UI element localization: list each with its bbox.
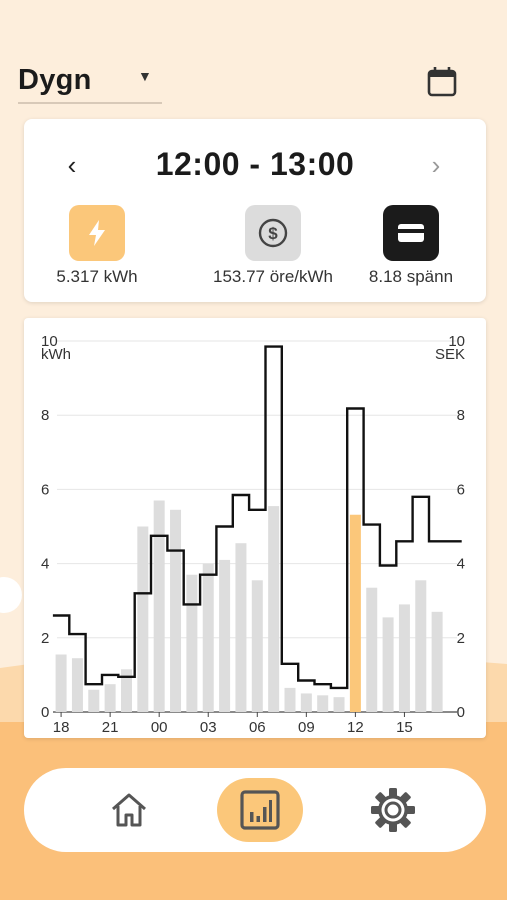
consumption-bar (415, 580, 427, 712)
nav-statistics-button[interactable] (217, 778, 303, 842)
gear-icon (371, 788, 415, 832)
x-tick-label: 12 (347, 719, 364, 736)
chart-card: kWh SEK 0 0 2 2 4 4 6 6 8 8 10 10 18 21 00 03 06 09 12 15 (24, 318, 486, 738)
consumption-bar (186, 574, 198, 712)
x-tick-label: 03 (200, 719, 217, 736)
bottom-navigation (24, 768, 486, 852)
consumption-bar (251, 580, 263, 712)
dollar-coin-icon: $ (245, 205, 301, 261)
nav-home-button[interactable] (86, 778, 172, 842)
bar-chart-icon (240, 790, 280, 830)
right-tick-label: 6 (457, 481, 465, 498)
consumption-bar (219, 559, 231, 712)
consumption-bar (88, 689, 100, 712)
x-tick-label: 18 (53, 719, 70, 736)
chevron-left-icon: ‹ (67, 150, 77, 180)
consumption-bar (170, 509, 182, 712)
consumption-bar (71, 658, 83, 712)
consumption-bar (137, 526, 149, 712)
right-tick-label: 4 (457, 556, 465, 573)
left-tick-label: 0 (41, 704, 49, 721)
consumption-bar (104, 684, 116, 712)
consumption-bar (431, 611, 443, 712)
right-tick-label: 0 (457, 704, 465, 721)
x-tick-label: 09 (298, 719, 315, 736)
x-tick-label: 06 (249, 719, 266, 736)
price-value: 153.77 öre/kWh (212, 267, 333, 286)
left-tick-label: 8 (41, 407, 49, 424)
summary-card: ‹ 12:00 - 13:00 › 5.317 kWh $ 153.77 öre… (24, 119, 486, 302)
time-range: 12:00 - 13:00 (155, 146, 355, 182)
calendar-icon[interactable] (422, 62, 462, 102)
consumption-bar (398, 604, 410, 712)
energy-metric: 5.317 kWh (22, 205, 172, 287)
consumption-bar (382, 617, 394, 712)
left-tick-label: 2 (41, 630, 49, 647)
caret-down-icon: ▼ (138, 68, 152, 84)
period-select[interactable]: Dygn ▼ (18, 62, 162, 104)
lightning-icon (69, 205, 125, 261)
consumption-bar (300, 693, 312, 712)
right-tick-label: 10 (448, 333, 465, 350)
consumption-bar (55, 654, 67, 712)
chevron-right-icon: › (431, 150, 441, 180)
consumption-bar (366, 587, 378, 712)
left-tick-label: 10 (41, 333, 58, 350)
consumption-bar (317, 695, 329, 712)
right-tick-label: 2 (457, 630, 465, 647)
nav-settings-button[interactable] (350, 778, 436, 842)
cost-line (52, 345, 462, 690)
right-tick-label: 8 (457, 407, 465, 424)
left-axis-unit: kWh (41, 346, 71, 363)
previous-hour-button[interactable]: ‹ (60, 145, 84, 185)
consumption-bar (333, 697, 345, 712)
x-tick-label: 21 (102, 719, 119, 736)
consumption-bar (153, 500, 165, 712)
consumption-bar (349, 514, 361, 712)
next-hour-button[interactable]: › (424, 145, 448, 185)
home-icon (112, 793, 146, 827)
x-tick-label: 15 (396, 719, 413, 736)
left-tick-label: 4 (41, 556, 49, 573)
consumption-bar (235, 543, 247, 712)
consumption-bar (202, 563, 214, 712)
period-label: Dygn (18, 64, 92, 96)
price-metric: $ 153.77 öre/kWh (198, 205, 348, 287)
x-tick-label: 00 (151, 719, 168, 736)
credit-card-icon (383, 205, 439, 261)
energy-value: 5.317 kWh (56, 267, 138, 286)
consumption-bar (120, 669, 132, 712)
cost-metric: 8.18 spänn (336, 205, 486, 287)
svg-text:$: $ (268, 224, 278, 243)
consumption-bar (268, 506, 280, 712)
consumption-bar (284, 687, 296, 712)
right-axis-unit: SEK (435, 346, 465, 363)
cost-value: 8.18 spänn (368, 267, 454, 286)
left-tick-label: 6 (41, 481, 49, 498)
